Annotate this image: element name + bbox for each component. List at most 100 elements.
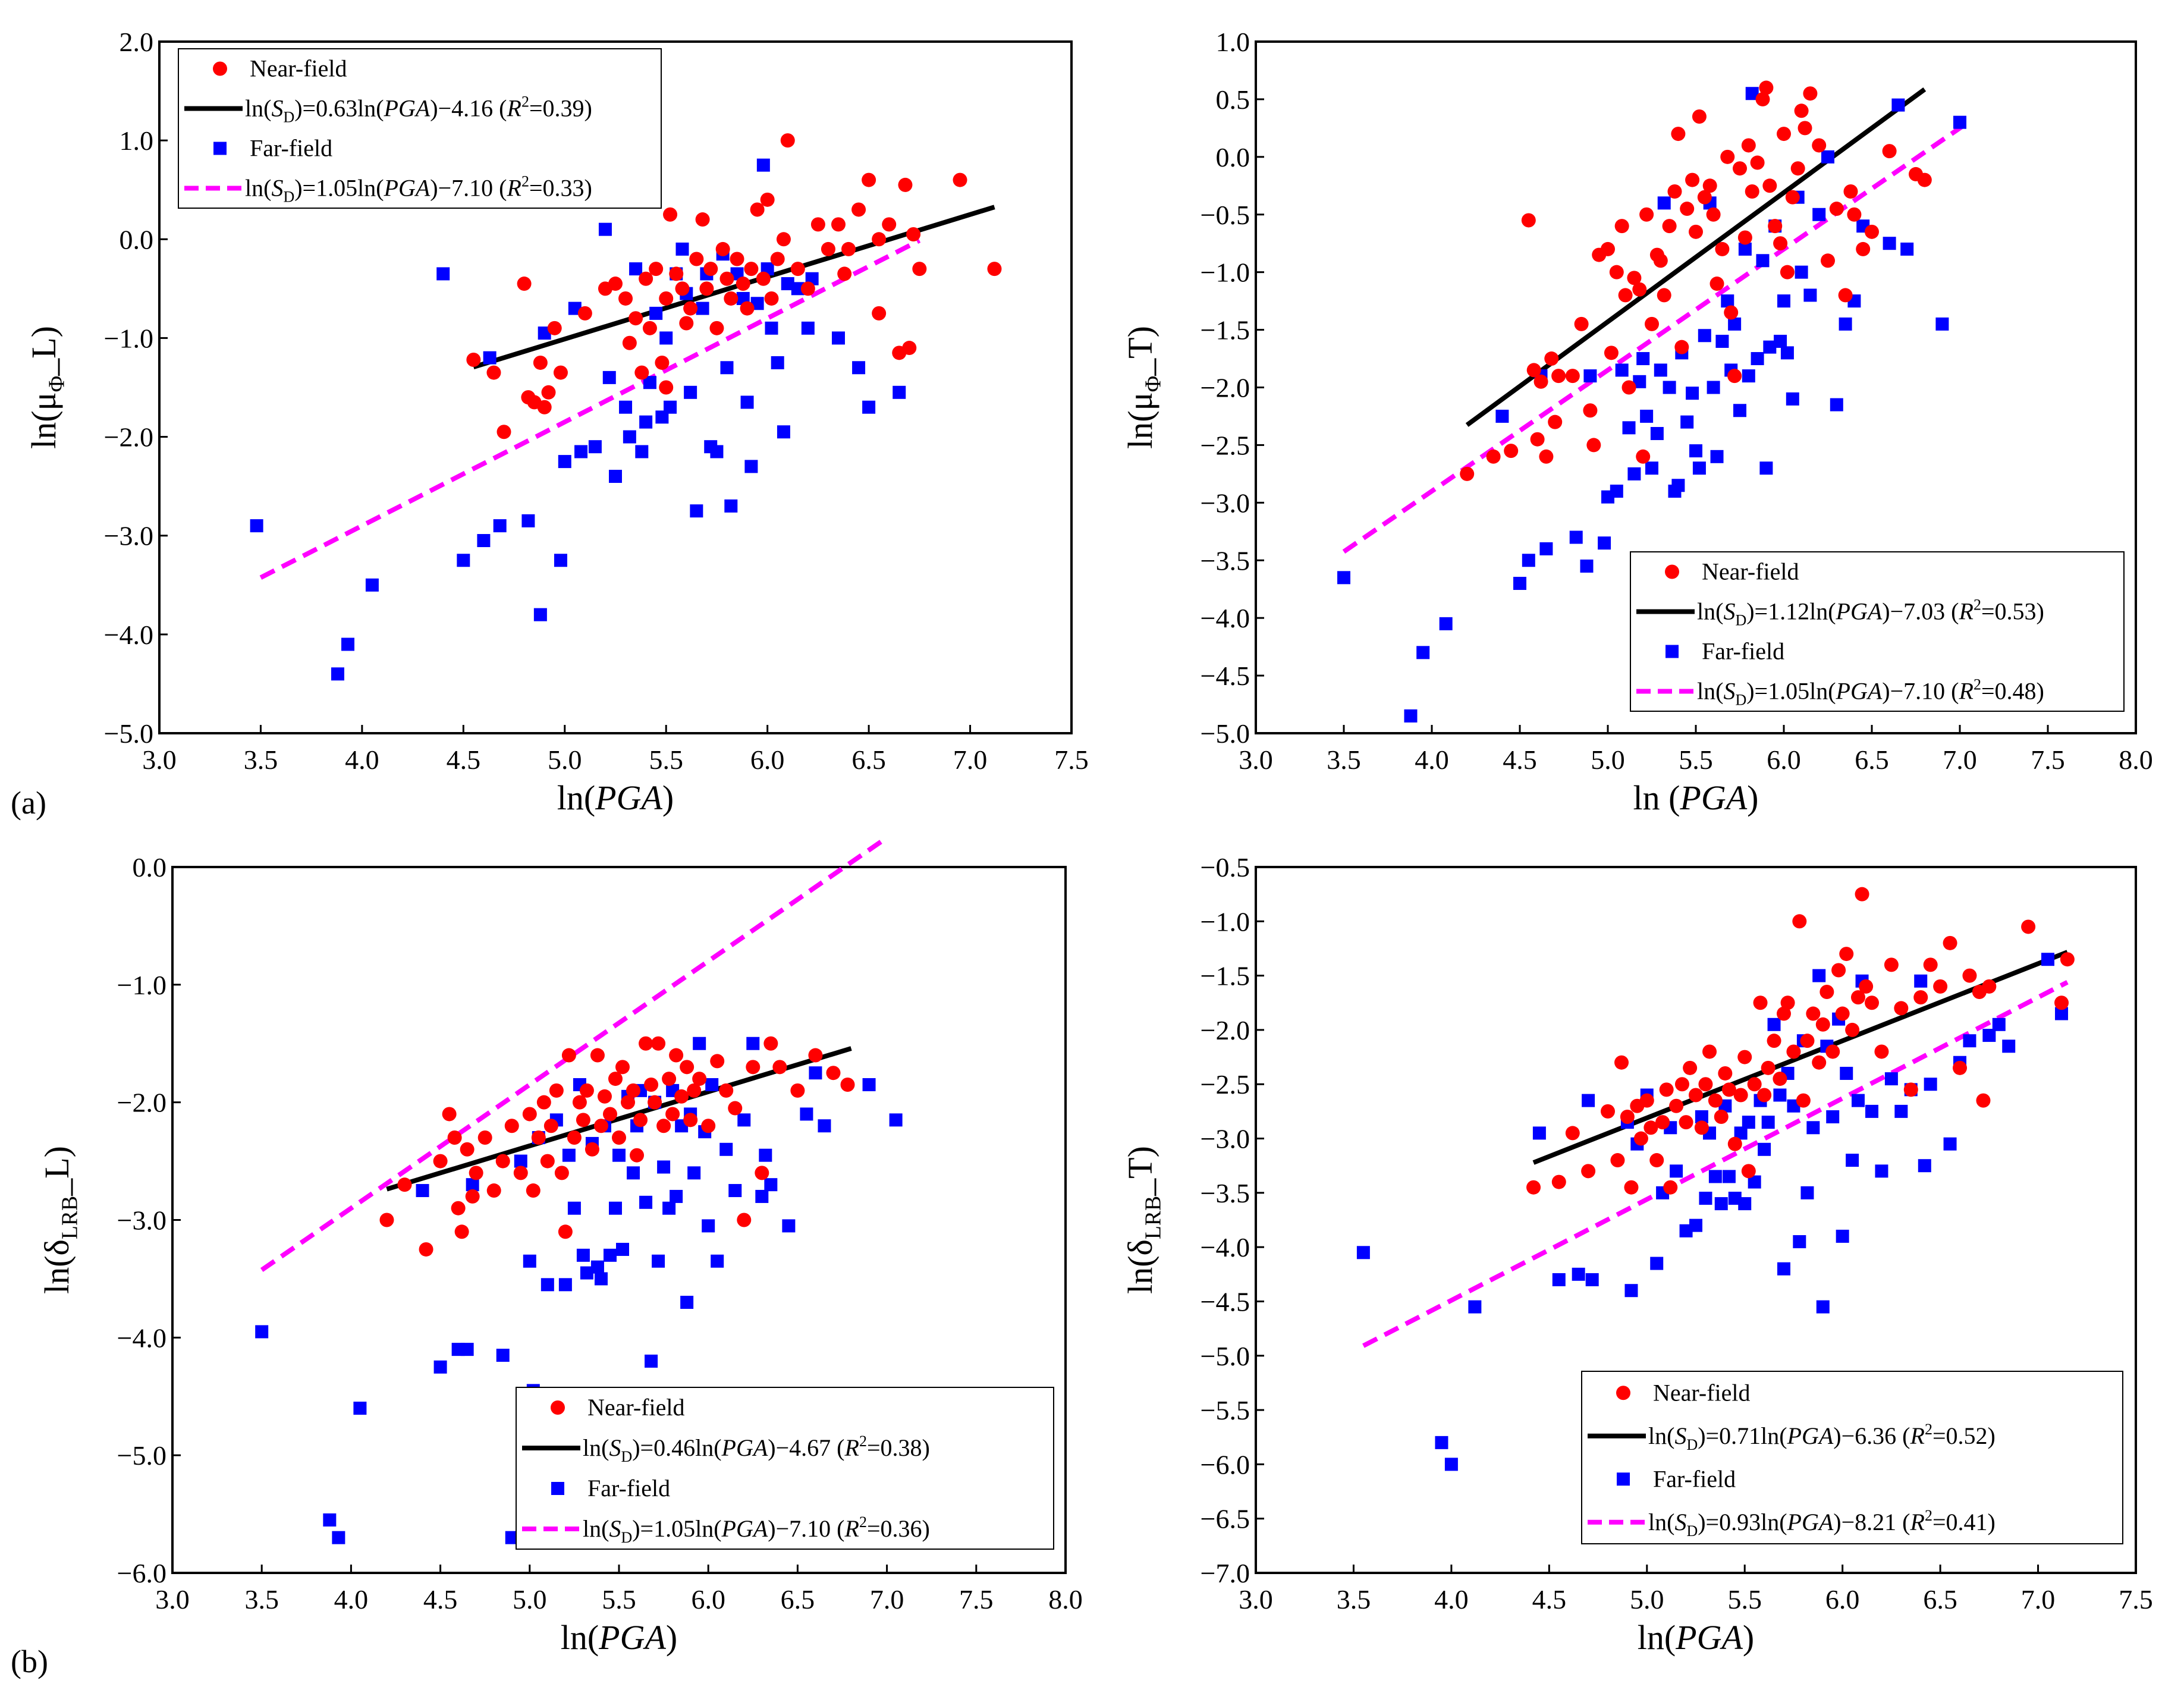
legend-far-field-label: Far-field — [1702, 638, 1784, 665]
x-tick-label: 4.0 — [345, 745, 379, 775]
far-field-point — [818, 1119, 831, 1133]
near-field-point — [1710, 277, 1724, 291]
near-field-point — [608, 1072, 623, 1086]
near-field-point — [537, 400, 552, 414]
far-field-point — [1663, 381, 1676, 394]
far-field-point — [514, 1154, 527, 1168]
legend-near-field-symbol — [1665, 564, 1679, 579]
near-field-point — [526, 1183, 540, 1198]
far-field-point — [862, 400, 876, 414]
far-field-point — [629, 262, 643, 276]
x-tick-label: 5.0 — [1630, 1584, 1664, 1615]
far-field-point — [1894, 1104, 1908, 1118]
far-field-point — [1738, 1197, 1752, 1211]
near-field-point — [1753, 995, 1768, 1010]
chart-bottom-right: 3.0 3.5 4.0 4.5 5.0 5.5 6.0 6.5 7.0 7.5 −7.0 −6.5 −6… — [1121, 852, 2153, 1657]
fit-line-far-field — [260, 836, 888, 1272]
far-field-point — [594, 1272, 608, 1286]
far-field-point — [1580, 559, 1594, 573]
far-field-point — [800, 1107, 813, 1121]
far-field-point — [1495, 409, 1509, 423]
near-field-point — [533, 355, 548, 370]
far-field-point — [1865, 1104, 1878, 1118]
near-field-point — [1698, 1077, 1713, 1092]
far-field-point — [1645, 461, 1658, 475]
near-field-point — [663, 207, 678, 222]
near-field-point — [1460, 466, 1475, 481]
near-field-point — [1850, 990, 1865, 1005]
near-field-point — [649, 262, 664, 277]
near-field-point — [1845, 1022, 1860, 1037]
far-field-point — [602, 370, 616, 384]
x-tick-label: 3.5 — [244, 1584, 279, 1615]
far-field-point — [1468, 1300, 1482, 1314]
near-field-point — [1815, 1017, 1830, 1032]
far-field-point — [558, 1278, 572, 1292]
x-tick-label: 7.5 — [2119, 1584, 2153, 1615]
fit-line-near-field — [386, 1046, 852, 1192]
near-field-point — [454, 1224, 469, 1239]
x-tick-label: 4.0 — [334, 1584, 369, 1615]
near-field-point — [447, 1130, 462, 1145]
near-field-point — [522, 1107, 537, 1122]
far-field-point — [693, 1037, 706, 1050]
near-field-point — [1780, 265, 1795, 279]
far-field-point — [598, 222, 612, 236]
near-field-point — [1702, 178, 1717, 193]
near-field-point — [656, 1119, 671, 1133]
near-field-point — [621, 1095, 636, 1110]
far-field-point — [1795, 265, 1808, 279]
near-field-point — [1614, 1055, 1629, 1070]
fit-line-far-field — [1362, 980, 2069, 1348]
far-field-point — [659, 331, 673, 345]
far-field-point — [1963, 1034, 1976, 1048]
near-field-point — [1604, 346, 1619, 360]
near-field-point — [744, 262, 759, 277]
far-field-point — [558, 455, 571, 469]
y-tick-label: −2.0 — [1201, 1015, 1250, 1045]
near-field-point — [1767, 1034, 1781, 1048]
near-field-point — [1610, 1153, 1625, 1168]
fit-line-far-field — [1342, 120, 1971, 554]
near-field-point — [740, 301, 755, 316]
near-field-point — [692, 1072, 707, 1086]
far-field-point — [771, 356, 784, 369]
near-field-point — [561, 1048, 576, 1063]
x-tick-label: 7.5 — [2031, 745, 2065, 775]
near-field-point — [651, 1036, 666, 1051]
near-field-point — [629, 311, 643, 326]
y-tick-label: 0.0 — [133, 852, 167, 882]
near-field-point — [2054, 995, 2069, 1010]
far-field-point — [1582, 1094, 1595, 1107]
near-field-point — [495, 1154, 510, 1169]
near-field-point — [1786, 1044, 1801, 1059]
legend-far-fit-label: ln(SD)=1.05ln(PGA)−7.10 (R2=0.36) — [583, 1513, 930, 1546]
far-field-point — [684, 385, 697, 399]
near-field-point — [1667, 184, 1682, 199]
far-field-point — [1569, 530, 1583, 544]
near-field-point — [669, 1048, 684, 1063]
y-tick-label: −1.0 — [1201, 906, 1250, 937]
x-tick-label: 7.0 — [2021, 1584, 2056, 1615]
near-field-point — [882, 217, 897, 232]
near-field-point — [719, 1083, 734, 1098]
far-field-point — [496, 1349, 510, 1362]
plot-frame — [1255, 866, 2137, 1574]
far-field-point — [724, 499, 738, 513]
near-field-point — [1644, 1120, 1658, 1135]
near-field-point — [1829, 202, 1844, 216]
near-field-point — [541, 385, 556, 400]
far-field-point — [1900, 242, 1914, 256]
far-field-point — [331, 667, 344, 681]
far-field-point — [627, 1166, 640, 1180]
near-field-point — [1702, 1044, 1717, 1059]
far-field-point — [436, 267, 450, 281]
y-tick-label: −3.5 — [1201, 545, 1250, 576]
near-field-point — [593, 1119, 608, 1133]
legend-near-field-symbol — [1616, 1386, 1630, 1400]
far-field-point — [1416, 646, 1430, 659]
y-tick-label: −0.5 — [1201, 200, 1250, 230]
near-field-point — [517, 277, 532, 291]
far-field-point — [680, 1295, 694, 1309]
